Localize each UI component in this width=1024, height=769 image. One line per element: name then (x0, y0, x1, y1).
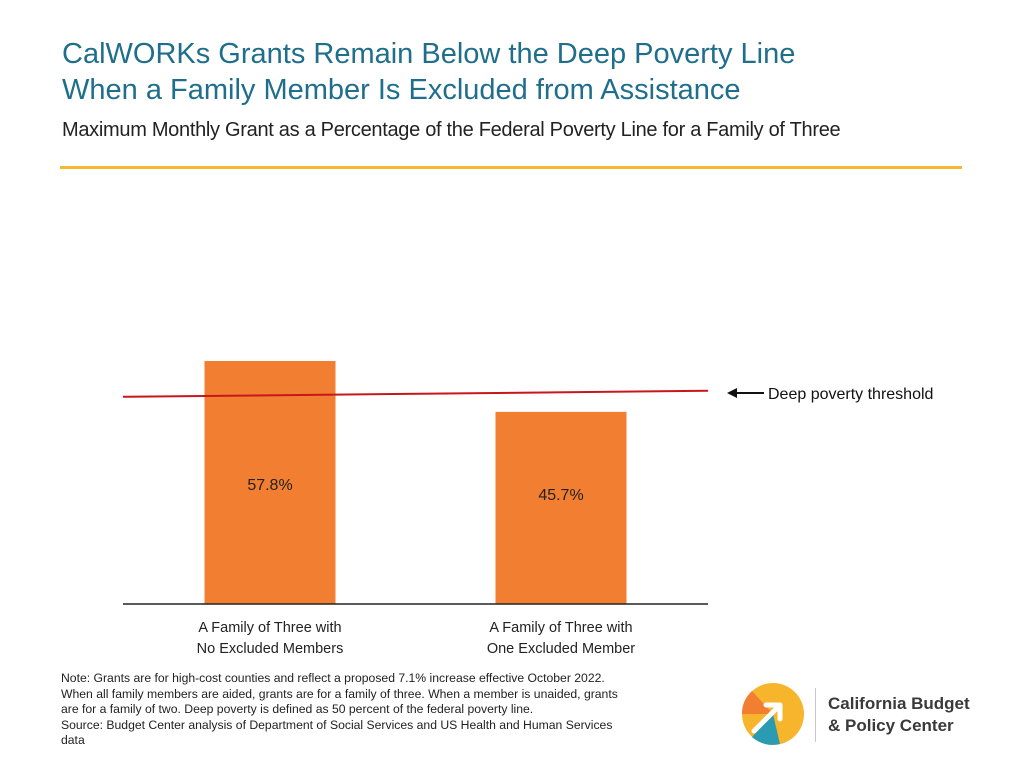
category-label-1-line-2: No Excluded Members (197, 641, 344, 657)
bar-2 (495, 411, 627, 604)
chart-title-line-1: CalWORKs Grants Remain Below the Deep Po… (62, 38, 796, 70)
budget-center-logo-icon (741, 683, 804, 745)
deep-poverty-line (122, 389, 709, 398)
value-label-2: 45.7% (538, 487, 583, 504)
chart-title: CalWORKs Grants Remain Below the Deep Po… (62, 36, 962, 108)
note-line-5: data (61, 733, 85, 748)
note-line-1: Note: Grants are for high-cost counties … (61, 671, 605, 685)
value-label-1: 57.8% (247, 477, 292, 494)
category-label-1-line-1: A Family of Three with (198, 620, 341, 636)
logo-line-1: California Budget (828, 694, 970, 713)
chart-title-line-2: When a Family Member Is Excluded from As… (62, 74, 741, 106)
bar-1 (204, 361, 336, 604)
logo-line-2: & Policy Center (828, 716, 954, 735)
note-line-3: are for a family of two. Deep poverty is… (61, 702, 534, 717)
annotation-arrow-head (727, 388, 737, 398)
chart-note: Note: Grants are for high-cost counties … (61, 671, 711, 749)
reference-line-label: Deep poverty threshold (768, 386, 933, 403)
category-label-2-line-1: A Family of Three with (489, 620, 632, 636)
logo-text: California Budget & Policy Center (828, 693, 970, 737)
note-line-2: When all family members are aided, grant… (61, 686, 618, 701)
title-divider (60, 166, 962, 169)
logo-divider (815, 688, 816, 742)
category-label-2-line-2: One Excluded Member (487, 641, 635, 657)
note-line-4: Source: Budget Center analysis of Depart… (61, 717, 613, 732)
chart-subtitle: Maximum Monthly Grant as a Percentage of… (62, 119, 841, 141)
